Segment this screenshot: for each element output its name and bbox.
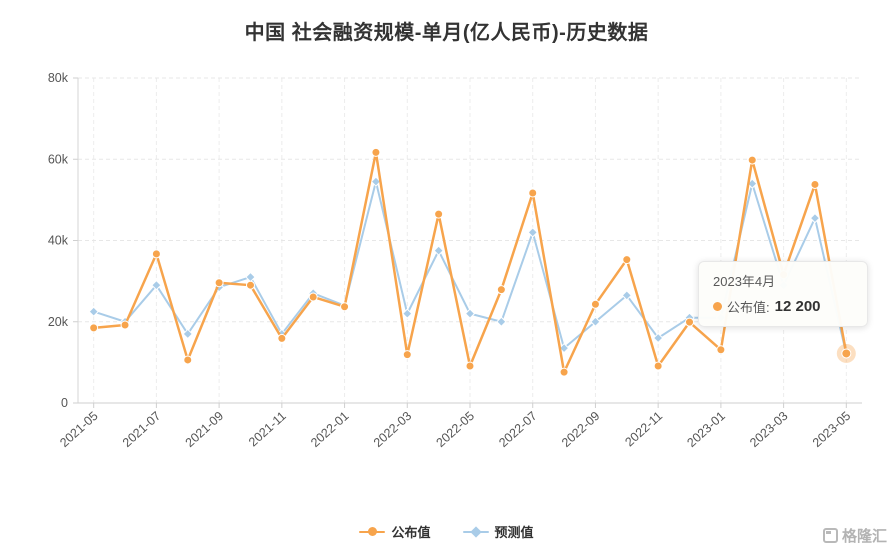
gelonghui-logo-icon (822, 528, 838, 543)
x-axis-label: 2022-03 (371, 409, 414, 450)
tooltip: 2023年4月 公布值: 12 200 (698, 261, 868, 327)
announced-point[interactable] (622, 255, 632, 265)
announced-point[interactable] (810, 179, 820, 189)
forecast-point[interactable] (433, 245, 444, 256)
announced-point[interactable] (183, 355, 193, 365)
announced-point[interactable] (151, 249, 161, 259)
announced-point[interactable] (716, 345, 726, 355)
announced-point[interactable] (214, 278, 224, 288)
legend: 公布值 预测值 (0, 522, 893, 541)
x-axis-label: 2022-07 (496, 409, 539, 450)
forecast-point[interactable] (590, 316, 601, 327)
highlighted-point[interactable] (841, 348, 852, 359)
forecast-point[interactable] (621, 290, 633, 301)
announced-series-marker-icon (359, 526, 386, 537)
forecast-point[interactable] (151, 279, 162, 291)
forecast-point[interactable] (402, 308, 413, 319)
tooltip-label: 公布值: (727, 300, 770, 315)
forecast-point[interactable] (370, 176, 382, 187)
legend-dot-announced-icon (367, 527, 377, 536)
legend-item-forecast[interactable]: 预测值 (462, 522, 534, 541)
x-axis-label: 2021-09 (183, 409, 226, 450)
x-axis-label: 2023-03 (747, 409, 790, 450)
forecast-point[interactable] (245, 271, 256, 283)
forecast-point[interactable] (809, 212, 821, 224)
tooltip-value-row: 公布值: 12 200 (713, 297, 853, 316)
y-axis-label: 60k (48, 152, 69, 166)
x-axis-label: 2021-05 (57, 409, 100, 450)
announced-point[interactable] (402, 350, 412, 360)
announced-point[interactable] (89, 323, 99, 333)
chart-title: 中国 社会融资规模-单月(亿人民币)-历史数据 (244, 22, 649, 44)
forecast-point[interactable] (464, 308, 476, 319)
announced-point[interactable] (340, 302, 350, 312)
announced-point[interactable] (465, 361, 475, 371)
announced-point[interactable] (308, 292, 318, 302)
announced-point[interactable] (653, 361, 663, 371)
forecast-point[interactable] (496, 316, 507, 327)
y-axis-label: 20k (48, 315, 69, 329)
watermark: 格隆汇 (822, 525, 887, 546)
announced-point[interactable] (277, 333, 287, 343)
tooltip-title: 2023年4月 (713, 274, 776, 289)
watermark-text: 格隆汇 (841, 528, 887, 545)
x-axis-label: 2022-05 (434, 409, 477, 450)
announced-point[interactable] (496, 285, 506, 295)
announced-point[interactable] (120, 320, 130, 330)
legend-label-forecast: 预测值 (494, 525, 534, 540)
forecast-point[interactable] (558, 342, 570, 354)
y-axis-label: 0 (61, 396, 68, 410)
forecast-point[interactable] (88, 306, 99, 317)
x-axis-label: 2023-01 (684, 409, 727, 450)
forecast-point[interactable] (652, 332, 664, 344)
x-axis-label: 2021-07 (120, 409, 163, 450)
forecast-series-marker-icon (462, 525, 489, 538)
announced-point[interactable] (434, 209, 444, 219)
y-axis-label: 40k (48, 234, 69, 248)
announced-point[interactable] (747, 155, 757, 165)
forecast-point[interactable] (182, 328, 193, 340)
x-axis-label: 2022-11 (622, 409, 665, 450)
announced-point[interactable] (245, 280, 255, 290)
x-axis-label: 2022-09 (559, 409, 602, 450)
tooltip-value: 12 200 (774, 298, 821, 315)
announced-point[interactable] (590, 299, 600, 309)
legend-item-announced[interactable]: 公布值 (359, 522, 431, 541)
legend-diamond-forecast-icon (469, 525, 482, 538)
announced-point[interactable] (371, 147, 381, 157)
announced-point[interactable] (528, 188, 538, 198)
x-axis-label: 2023-05 (810, 409, 853, 450)
x-axis-label: 2022-01 (308, 409, 351, 450)
tooltip-series-dot-icon (713, 302, 722, 311)
y-axis-label: 80k (48, 71, 69, 85)
legend-label-announced: 公布值 (391, 525, 431, 540)
announced-point[interactable] (559, 367, 569, 377)
x-axis-label: 2021-11 (246, 409, 289, 450)
announced-point[interactable] (685, 317, 695, 327)
forecast-point[interactable] (527, 227, 538, 238)
